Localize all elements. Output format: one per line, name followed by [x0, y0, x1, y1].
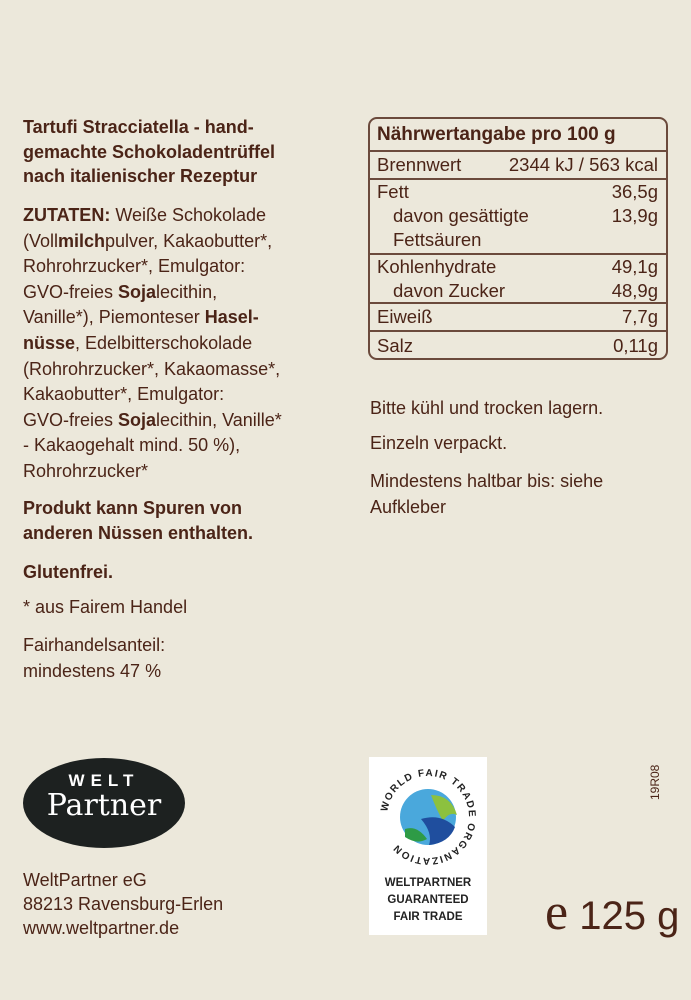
ingredient-text: Soja — [118, 409, 157, 430]
ingredient-text: ZUTATEN: — [23, 205, 111, 225]
wfto-label: WORLD FAIR TRADE ORGANIZATION WELTPARTNE… — [369, 757, 487, 935]
ingredient-text: Rohrohrzucker*, Emulgator: — [23, 256, 246, 277]
wfto-logo-icon: WORLD FAIR TRADE ORGANIZATION — [379, 768, 475, 866]
ingredient-text: (Voll — [23, 230, 59, 251]
ingredients-line: (Rohrohrzucker*, Kakaomasse*, — [23, 357, 282, 383]
ingredient-text: Hasel- — [204, 307, 259, 328]
ingredient-text: GVO-freies — [23, 281, 119, 302]
row-salt: Salz 0,11g — [370, 330, 666, 358]
ingredients: ZUTATEN: Weiße Schokolade (Vollmilchpulve… — [23, 203, 282, 485]
ingredients-line: - Kakaogehalt mind. 50 %), — [23, 433, 282, 459]
ingredient-text: pulver, Kakaobutter*, — [105, 230, 273, 251]
ingredient-text: Rohrohrzucker* — [23, 460, 149, 481]
nutrition-table: Nährwertangabe pro 100 g Brennwert 2344 k… — [368, 117, 668, 360]
storage-note: Bitte kühl und trocken lagern. — [370, 398, 604, 418]
ingredients-line: nüsse, Edelbitterschokolade — [23, 331, 282, 357]
ingredients-line: Vanille*), Piemonteser Hasel- — [23, 305, 282, 331]
row-carbs: Kohlenhydrate 49,1g davon Zucker 48,9g — [370, 253, 666, 302]
ingredient-text: Kakaobutter*, Emulgator: — [23, 384, 225, 405]
ingredients-line: (Vollmilchpulver, Kakaobutter*, — [23, 229, 282, 255]
wfto-text: WELTPARTNER GUARANTEED FAIR TRADE — [384, 877, 472, 923]
batch-code: 19R08 — [648, 764, 662, 800]
fair-share: Fairhandelsanteil: mindestens 47 % — [23, 635, 166, 681]
ingredient-text: , Edelbitterschokolade — [75, 332, 253, 353]
row-energy: Brennwert 2344 kJ / 563 kcal — [370, 150, 666, 178]
net-weight: e 125 g — [545, 884, 680, 941]
website-link[interactable]: www.weltpartner.de — [23, 918, 180, 938]
gluten-free: Glutenfrei. — [23, 562, 114, 582]
row-protein: Eiweiß 7,7g — [370, 302, 666, 330]
ingredients-line: ZUTATEN: Weiße Schokolade — [23, 203, 282, 229]
allergen-note: Produkt kann Spuren von anderen Nüssen e… — [23, 498, 254, 543]
weltpartner-logo: WELT Partner — [23, 758, 185, 848]
packaging-note: Einzeln verpackt. — [370, 433, 508, 453]
ingredients-line: Kakaobutter*, Emulgator: — [23, 382, 282, 408]
ingredient-text: Weiße Schokolade — [110, 205, 267, 225]
ingredient-text: milch — [58, 230, 106, 251]
ingredients-line: GVO-freies Sojalecithin, Vanille* — [23, 408, 282, 434]
ingredient-text: - Kakaogehalt mind. 50 %), — [23, 435, 241, 456]
row-fat: Fett 36,5g davon gesättigte 13,9g Fettsäur… — [370, 178, 666, 253]
fairtrade-note: * aus Fairem Handel — [23, 597, 188, 617]
address: WeltPartner eG 88213 Ravensburg-Erlen ww… — [23, 870, 224, 938]
nutrition-title: Nährwertangabe pro 100 g — [377, 124, 616, 145]
ingredient-text: Vanille*), Piemonteser — [23, 307, 205, 328]
e-mark-icon: e — [545, 884, 569, 941]
best-before: Mindestens haltbar bis: siehe Aufkleber — [370, 471, 604, 517]
product-title: Tartufi Stracciatella - hand- gemachte S… — [23, 117, 276, 186]
ingredient-text: lecithin, Vanille* — [156, 409, 282, 430]
ingredient-text: GVO-freies — [23, 409, 119, 430]
ingredient-text: nüsse — [23, 332, 76, 353]
ingredients-line: Rohrohrzucker*, Emulgator: — [23, 254, 282, 280]
ingredient-text: (Rohrohrzucker*, Kakaomasse*, — [23, 358, 281, 379]
ingredients-line: GVO-freies Sojalecithin, — [23, 280, 282, 306]
ingredient-text: Soja — [118, 281, 157, 302]
ingredient-text: lecithin, — [156, 281, 218, 302]
ingredients-line: Rohrohrzucker* — [23, 459, 282, 485]
